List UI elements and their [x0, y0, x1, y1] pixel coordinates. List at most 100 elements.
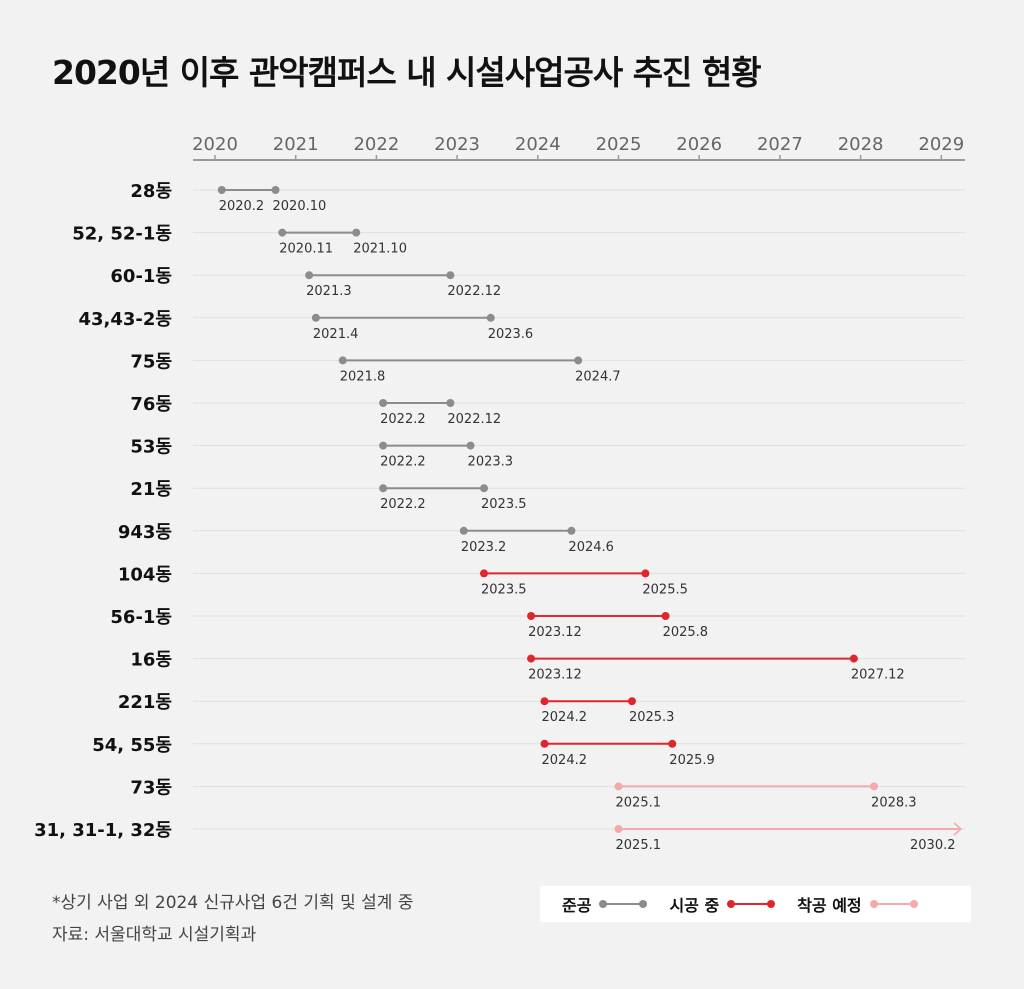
row-label: 76동 — [130, 394, 172, 415]
legend-item-done: 준공 — [562, 892, 648, 916]
start-point — [379, 484, 388, 493]
start-point — [527, 654, 536, 663]
start-date-label: 2020.11 — [279, 242, 333, 257]
end-point — [446, 399, 455, 407]
row-label: 60-1동 — [110, 266, 172, 287]
start-point — [614, 782, 623, 791]
arrow-head — [953, 822, 963, 836]
row-label: 16동 — [130, 650, 172, 671]
end-point — [870, 782, 879, 791]
start-point — [527, 612, 536, 620]
end-date-label: 2024.6 — [568, 540, 614, 555]
end-date-label: 2022.12 — [447, 284, 501, 299]
x-tick-label: 2028 — [838, 134, 884, 155]
end-date-label: 2023.5 — [481, 497, 527, 512]
start-point — [459, 526, 468, 535]
row-label: 54, 55동 — [92, 735, 172, 756]
end-point — [352, 228, 361, 237]
legend-label: 준공 — [562, 896, 592, 915]
chart-title: 2020년 이후 관악캠퍼스 내 시설사업공사 추진 현황 — [52, 53, 762, 92]
start-point — [540, 739, 549, 748]
legend-label: 시공 중 — [669, 896, 720, 915]
end-date-label: 2025.9 — [669, 753, 715, 768]
row-label: 43,43-2동 — [79, 309, 173, 330]
source-note: 자료: 서울대학교 시설기획과 — [52, 925, 257, 945]
legend-swatch — [599, 899, 648, 909]
end-point — [271, 186, 280, 194]
start-date-label: 2023.12 — [528, 625, 582, 640]
end-date-label: 2025.8 — [663, 625, 709, 640]
start-date-label: 2020.2 — [219, 199, 265, 214]
end-point — [849, 654, 858, 663]
legend-swatch — [869, 899, 918, 909]
legend-item-planned: 착공 예정 — [797, 892, 918, 916]
start-date-label: 2023.5 — [481, 582, 527, 597]
row-label: 104동 — [118, 564, 172, 585]
end-point — [446, 271, 455, 280]
start-point — [540, 697, 549, 706]
start-point — [480, 569, 488, 578]
row-label: 21동 — [130, 479, 172, 500]
end-point — [661, 612, 670, 620]
start-date-label: 2021.4 — [313, 327, 359, 342]
start-date-label: 2023.2 — [461, 540, 507, 555]
start-date-label: 2023.12 — [528, 668, 582, 683]
end-point — [486, 313, 495, 322]
row-label: 56-1동 — [110, 607, 172, 628]
end-point — [668, 739, 677, 748]
x-tick-label: 2020 — [192, 134, 238, 155]
row-label: 221동 — [118, 692, 172, 713]
row-label: 28동 — [130, 181, 172, 202]
start-point — [311, 313, 320, 322]
end-point — [627, 697, 636, 706]
end-date-label: 2028.3 — [871, 795, 917, 810]
x-tick-label: 2027 — [757, 134, 803, 155]
row-label: 73동 — [130, 777, 172, 798]
end-date-label: 2025.3 — [629, 710, 675, 725]
start-date-label: 2021.3 — [306, 284, 352, 299]
start-point — [217, 186, 226, 194]
end-date-label: 2022.12 — [447, 412, 501, 427]
start-point — [379, 441, 388, 450]
start-date-label: 2021.8 — [340, 369, 386, 384]
start-point — [338, 356, 347, 365]
legend-item-ongoing: 시공 중 — [669, 892, 776, 916]
footnote: *상기 사업 외 2024 신규사업 6건 기획 및 설계 중 — [52, 893, 414, 913]
end-point — [466, 441, 475, 450]
end-point — [641, 569, 650, 578]
end-point — [480, 484, 488, 493]
start-point — [305, 271, 314, 280]
end-date-label: 2025.5 — [642, 582, 688, 597]
end-date-label: 2023.6 — [488, 327, 533, 342]
row-label: 53동 — [130, 437, 172, 458]
timeline-chart: 2020 2021 2022 2023 2024 2025 2026 2027 2028 2029… — [34, 134, 965, 853]
end-date-label: 2030.2 — [910, 838, 956, 853]
start-point — [614, 825, 623, 833]
start-date-label: 2022.2 — [380, 497, 426, 512]
start-date-label: 2025.1 — [616, 795, 662, 810]
x-tick-label: 2021 — [273, 134, 319, 155]
x-tick-label: 2023 — [434, 134, 480, 155]
legend-label: 착공 예정 — [797, 896, 862, 915]
start-date-label: 2024.2 — [542, 710, 588, 725]
end-point — [567, 526, 576, 535]
row-label: 52, 52-1동 — [72, 224, 172, 245]
end-point — [574, 356, 583, 365]
start-date-label: 2022.2 — [380, 412, 426, 427]
start-point — [379, 399, 388, 407]
x-tick-label: 2029 — [918, 134, 964, 155]
legend-swatch — [727, 899, 776, 909]
row-label: 31, 31-1, 32동 — [34, 820, 172, 841]
x-tick-label: 2022 — [353, 134, 399, 155]
start-point — [278, 228, 287, 237]
start-date-label: 2025.1 — [616, 838, 662, 853]
start-date-label: 2022.2 — [380, 455, 426, 470]
legend: 준공 시공 중 착공 예정 — [540, 886, 971, 922]
x-tick-label: 2025 — [596, 134, 642, 155]
end-date-label: 2027.12 — [851, 668, 905, 683]
start-date-label: 2024.2 — [542, 753, 588, 768]
row-label: 943동 — [118, 522, 172, 543]
end-date-label: 2021.10 — [353, 242, 407, 257]
x-tick-label: 2026 — [676, 134, 722, 155]
row-label: 75동 — [130, 351, 172, 372]
